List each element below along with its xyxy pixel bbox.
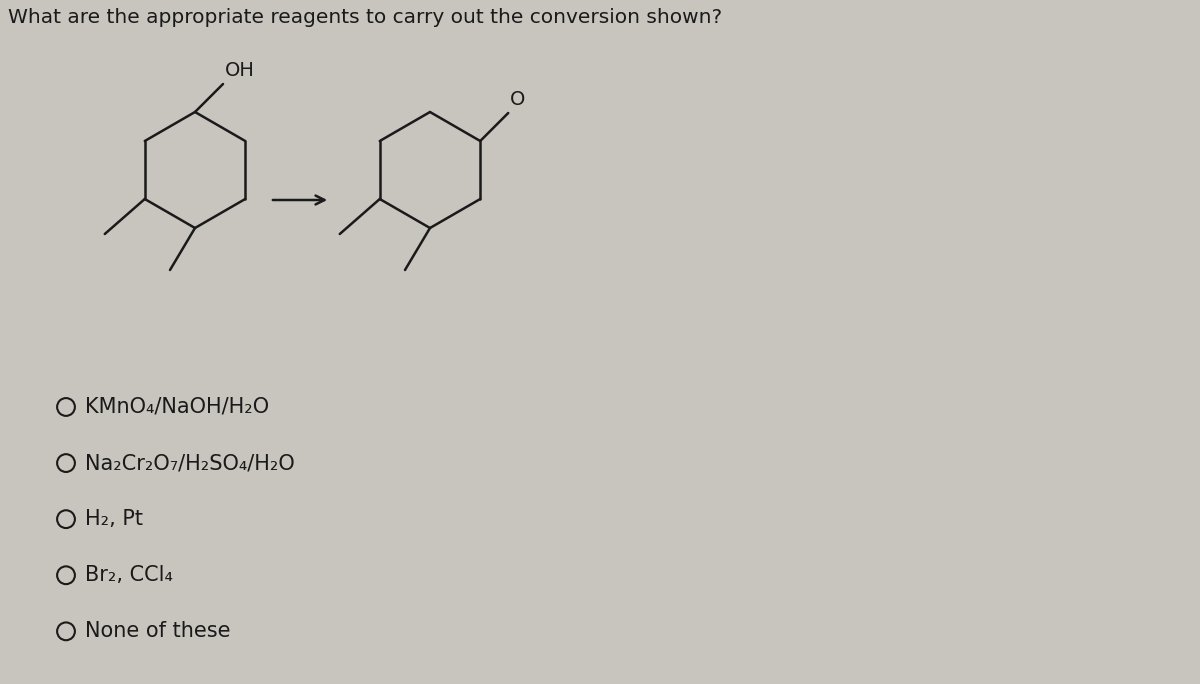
Text: None of these: None of these (85, 621, 230, 642)
Text: O: O (510, 90, 526, 109)
Text: Na₂Cr₂O₇/H₂SO₄/H₂O: Na₂Cr₂O₇/H₂SO₄/H₂O (85, 453, 295, 473)
Text: What are the appropriate reagents to carry out the conversion shown?: What are the appropriate reagents to car… (8, 8, 722, 27)
Text: H₂, Pt: H₂, Pt (85, 509, 143, 529)
Text: OH: OH (226, 61, 254, 80)
Text: Br₂, CCl₄: Br₂, CCl₄ (85, 565, 173, 586)
Text: KMnO₄/NaOH/H₂O: KMnO₄/NaOH/H₂O (85, 397, 269, 417)
